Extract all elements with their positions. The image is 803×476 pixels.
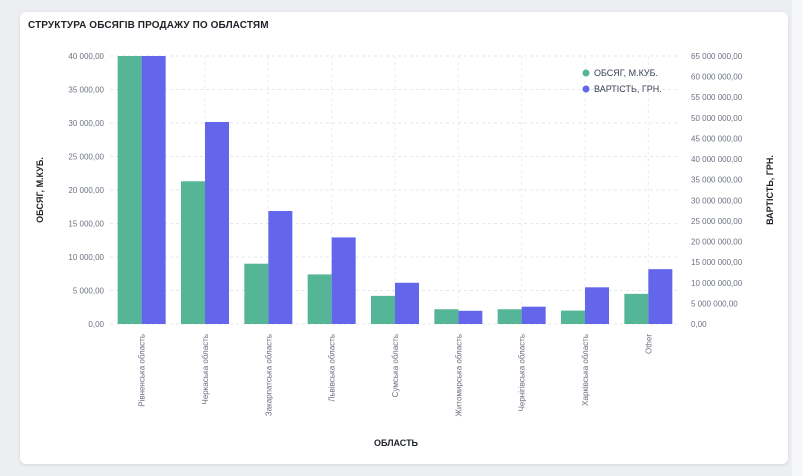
category-labels: Рівненська область Черкаська область Закар… xyxy=(138,334,654,417)
legend-label-volume: ОБСЯГ, М.КУБ. xyxy=(594,68,658,78)
chart-title: СТРУКТУРА ОБСЯГІВ ПРОДАЖУ ПО ОБЛАСТЯМ xyxy=(28,20,269,31)
x-category-label: Черкаська область xyxy=(201,334,210,405)
y-left-tick-label: 40 000,00 xyxy=(68,52,104,61)
bar-volume xyxy=(244,263,269,324)
bar-volume xyxy=(371,295,395,324)
x-category-label: Харківська область xyxy=(581,334,590,406)
legend[interactable]: ОБСЯГ, М.КУБ. ВАРТІСТЬ, ГРН. xyxy=(582,68,662,94)
y-right-tick-label: 0,00 xyxy=(691,320,707,329)
bar-value xyxy=(648,269,673,324)
x-category-label: Житомирська область xyxy=(454,334,463,416)
bar-value xyxy=(521,306,546,324)
x-category-label: Сумська область xyxy=(391,334,400,397)
left-axis-ticks: 0,00 5 000,00 10 000,00 15 000,00 20 000,00 2… xyxy=(68,52,104,329)
y-right-tick-label: 20 000 000,00 xyxy=(691,238,743,247)
y-right-tick-label: 30 000 000,00 xyxy=(691,196,743,205)
bar-value xyxy=(205,121,229,324)
bar-volume xyxy=(117,56,142,324)
y-right-tick-label: 35 000 000,00 xyxy=(691,176,743,185)
y-left-tick-label: 35 000,00 xyxy=(68,86,104,95)
bar-value xyxy=(458,310,483,324)
x-category-label: Закарпатська область xyxy=(264,334,273,416)
right-edge-strip xyxy=(792,0,803,476)
x-category-label: Чернігівська область xyxy=(518,334,527,411)
y-right-tick-label: 5 000 000,00 xyxy=(691,299,738,308)
y-left-tick-label: 10 000,00 xyxy=(68,253,104,262)
bar-value xyxy=(268,211,293,324)
legend-label-value: ВАРТІСТЬ, ГРН. xyxy=(594,84,662,94)
bar-value xyxy=(585,287,609,324)
bar-value xyxy=(141,56,166,324)
bar-volume xyxy=(307,274,332,324)
bar-value xyxy=(395,282,419,324)
x-axis-title: ОБЛАСТЬ xyxy=(374,438,419,448)
y-right-tick-label: 65 000 000,00 xyxy=(691,52,743,61)
x-category-label: Львівська область xyxy=(328,334,337,402)
y-left-tick-label: 25 000,00 xyxy=(68,153,104,162)
bars xyxy=(117,56,673,324)
y-left-tick-label: 30 000,00 xyxy=(68,119,104,128)
y-right-tick-label: 15 000 000,00 xyxy=(691,258,743,267)
bar-volume xyxy=(434,309,459,324)
y-right-tick-label: 10 000 000,00 xyxy=(691,279,743,288)
bar-volume xyxy=(624,293,649,324)
legend-marker-value xyxy=(582,85,590,93)
y-left-tick-label: 20 000,00 xyxy=(68,186,104,195)
x-category-label: Other xyxy=(644,334,653,354)
bar-volume xyxy=(497,309,522,324)
y-right-tick-label: 40 000 000,00 xyxy=(691,155,743,164)
y-right-tick-label: 50 000 000,00 xyxy=(691,114,743,123)
legend-marker-volume xyxy=(582,69,590,77)
y-right-tick-label: 55 000 000,00 xyxy=(691,93,743,102)
right-axis-ticks: 0,00 5 000 000,00 10 000 000,00 15 000 000,… xyxy=(691,52,743,329)
y-left-tick-label: 15 000,00 xyxy=(68,220,104,229)
x-category-label: Рівненська область xyxy=(138,334,147,407)
bar-volume xyxy=(181,181,205,324)
y-axis-right-title: ВАРТІСТЬ, ГРН. xyxy=(765,155,775,225)
y-right-tick-label: 60 000 000,00 xyxy=(691,73,743,82)
y-axis-left-title: ОБСЯГ, М.КУБ. xyxy=(35,157,45,223)
bar-volume xyxy=(561,310,585,324)
bar-value xyxy=(331,237,356,324)
y-left-tick-label: 5 000,00 xyxy=(73,287,105,296)
y-right-tick-label: 25 000 000,00 xyxy=(691,217,743,226)
y-left-tick-label: 0,00 xyxy=(88,320,104,329)
y-right-tick-label: 45 000 000,00 xyxy=(691,134,743,143)
